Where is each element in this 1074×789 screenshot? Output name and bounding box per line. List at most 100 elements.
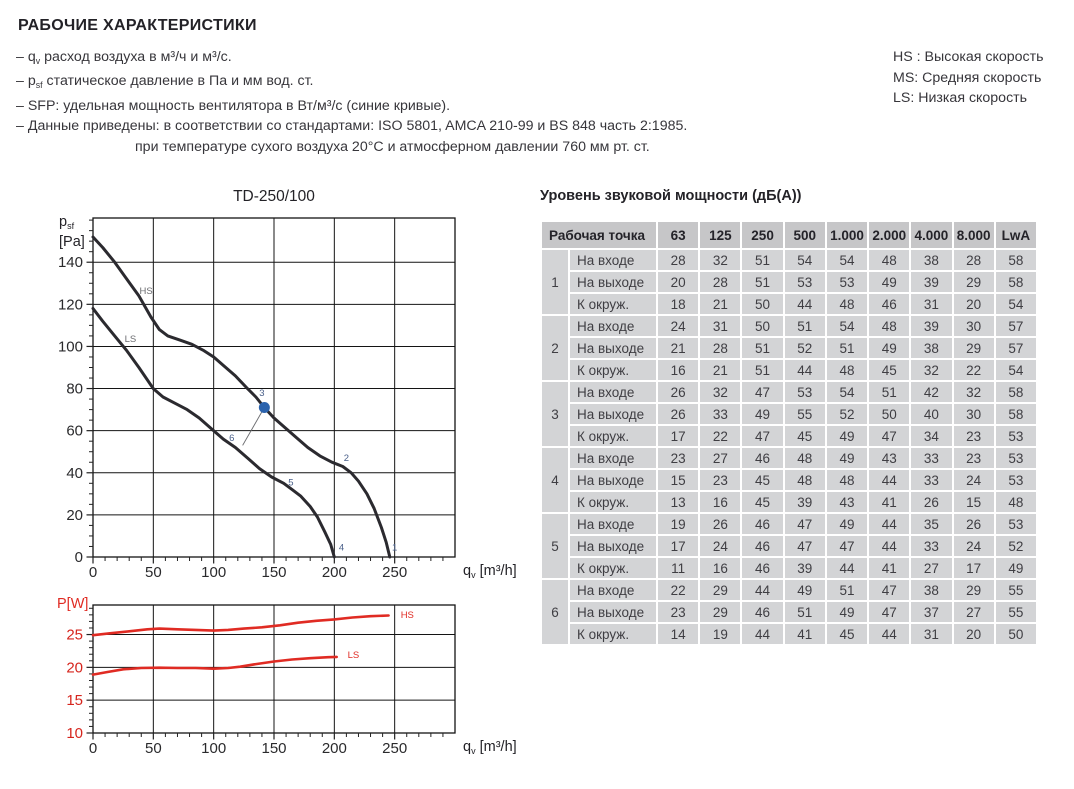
value-cell: 38 — [911, 250, 952, 270]
value-cell: 24 — [953, 470, 994, 490]
chart-annotation: 2 — [344, 453, 349, 464]
value-cell: 33 — [911, 448, 952, 468]
value-cell: 44 — [869, 536, 910, 556]
y-tick-label: 25 — [66, 627, 83, 644]
value-cell: 45 — [826, 624, 868, 644]
row-label: К окруж. — [570, 624, 657, 644]
value-cell: 55 — [995, 580, 1036, 600]
value-cell: 57 — [995, 338, 1036, 358]
table-row: 4 На входе 23 27 46 48 49 43 33 23 53 — [542, 448, 1036, 512]
value-cell: 53 — [995, 448, 1036, 468]
value-cell: 16 — [700, 558, 741, 578]
chart-annotation: 5 — [288, 477, 293, 488]
group-number: 6 — [542, 580, 568, 644]
value-cell: 29 — [953, 338, 994, 358]
text-segment: – q — [16, 49, 36, 65]
value-cell: 54 — [995, 294, 1036, 314]
fan-performance-chart-box: 0 50 100 150 200 250 0 20 40 60 80 100 120 140 HS LS 3 6 2… — [30, 185, 530, 592]
spec-bullet-line: – Данные приведены: в соответствии со ст… — [16, 116, 687, 137]
text-segment: расход воздуха в м³/ч и м³/с. — [40, 49, 232, 65]
value-cell: 41 — [869, 558, 910, 578]
table-row: К окруж. 18 21 50 44 48 46 31 20 54 — [542, 294, 1036, 314]
value-cell: 47 — [784, 536, 825, 556]
value-cell: 46 — [742, 514, 783, 534]
value-cell: 24 — [658, 316, 699, 336]
value-cell: 32 — [700, 250, 741, 270]
value-cell: 18 — [658, 294, 699, 314]
value-cell: 48 — [784, 470, 825, 490]
value-cell: 27 — [700, 448, 741, 468]
group-number: 2 — [542, 316, 568, 380]
row-label: На выходе — [570, 602, 657, 622]
text-segment: sf — [35, 80, 43, 91]
col-header: 500 — [784, 222, 825, 248]
table-row: На выходе 20 28 51 53 53 49 39 29 58 — [542, 272, 1036, 292]
x-tick-label: 250 — [382, 564, 407, 581]
value-cell: 23 — [953, 426, 994, 446]
power-chart-box: 0 50 100 150 200 250 10 15 20 25 HS LS — [30, 592, 530, 789]
col-header: 125 — [700, 222, 741, 248]
value-cell: 38 — [911, 338, 952, 358]
table-row: На выходе 23 29 46 51 49 47 37 27 55 — [542, 602, 1036, 622]
value-cell: 42 — [911, 382, 952, 402]
value-cell: 51 — [826, 580, 868, 600]
sound-power-table: Рабочая точка 63 125 250 500 1.000 2.000 4.000 8… — [540, 220, 1038, 646]
value-cell: 46 — [869, 294, 910, 314]
airflow-axis-label-2: qv [m³/h] — [463, 739, 517, 756]
value-cell: 11 — [658, 558, 699, 578]
row-label: На выходе — [570, 272, 657, 292]
value-cell: 48 — [995, 492, 1036, 512]
table-row: 6 На входе 22 29 44 49 51 47 38 29 55 — [542, 580, 1036, 644]
value-cell: 41 — [784, 624, 825, 644]
value-cell: 29 — [953, 272, 994, 292]
group-number: 5 — [542, 514, 568, 578]
value-cell: 23 — [953, 448, 994, 468]
value-cell: 33 — [911, 536, 952, 556]
value-cell: 28 — [700, 338, 741, 358]
value-cell: 51 — [869, 382, 910, 402]
pressure-axis-label: psf [Pa] — [59, 214, 85, 250]
value-cell: 30 — [953, 404, 994, 424]
value-cell: 21 — [658, 338, 699, 358]
chart-annotation: 4 — [339, 543, 344, 554]
value-cell: 40 — [911, 404, 952, 424]
row-label: К окруж. — [570, 558, 657, 578]
x-tick-label: 250 — [382, 740, 407, 757]
y-tick-label: 80 — [66, 381, 83, 398]
value-cell: 30 — [953, 316, 994, 336]
col-header: 4.000 — [911, 222, 952, 248]
value-cell: 52 — [826, 404, 868, 424]
value-cell: 37 — [911, 602, 952, 622]
value-cell: 32 — [700, 382, 741, 402]
x-tick-label: 0 — [89, 740, 97, 757]
value-cell: 46 — [742, 536, 783, 556]
row-label: На выходе — [570, 338, 657, 358]
value-cell: 22 — [658, 580, 699, 600]
table-row: 1 На входе 28 32 51 54 54 48 38 28 58 — [542, 250, 1036, 314]
value-cell: 58 — [995, 382, 1036, 402]
power-axis-label: P[W] — [57, 596, 89, 612]
value-cell: 47 — [742, 426, 783, 446]
y-tick-label: 120 — [58, 296, 83, 313]
col-header: 250 — [742, 222, 783, 248]
value-cell: 45 — [742, 492, 783, 512]
value-cell: 43 — [826, 492, 868, 512]
value-cell: 49 — [995, 558, 1036, 578]
text-segment: – SFP: удельная мощность вентилятора в В… — [16, 97, 451, 114]
value-cell: 48 — [784, 448, 825, 468]
text-segment: q — [463, 563, 472, 579]
value-cell: 19 — [658, 514, 699, 534]
value-cell: 47 — [742, 382, 783, 402]
value-cell: 32 — [953, 382, 994, 402]
col-header: 2.000 — [869, 222, 910, 248]
row-label: К окруж. — [570, 426, 657, 446]
value-cell: 51 — [784, 316, 825, 336]
table-row: На выходе 26 33 49 55 52 50 40 30 58 — [542, 404, 1036, 424]
col-header: 8.000 — [953, 222, 994, 248]
value-cell: 51 — [742, 272, 783, 292]
value-cell: 44 — [742, 580, 783, 600]
value-cell: 17 — [658, 426, 699, 446]
x-tick-label: 150 — [261, 740, 286, 757]
value-cell: 28 — [953, 250, 994, 270]
